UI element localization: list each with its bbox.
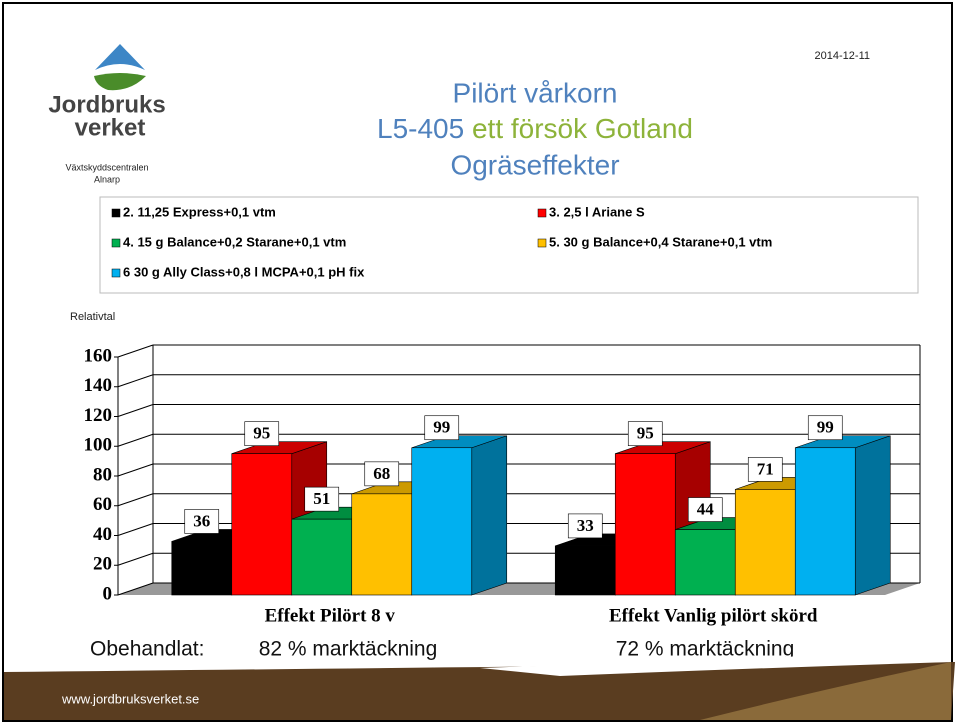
bar [172,541,232,595]
legend-swatch [112,269,120,277]
bar [735,489,795,595]
legend-label: 4. 15 g Balance+0,2 Starane+0,1 vtm [123,234,346,249]
bar [412,448,472,595]
legend-swatch [112,209,120,217]
value-label: 44 [697,499,715,518]
date: 2014-12-11 [815,50,870,62]
y-tick-label: 100 [84,435,113,456]
bar [675,530,735,595]
legend-label: 2. 11,25 Express+0,1 vtm [123,204,276,219]
bar-side [472,436,507,595]
legend-label: 6 30 g Ally Class+0,8 l MCPA+0,1 pH fix [123,264,365,279]
x-tick-label: Effekt Vanlig pilört skörd [609,605,818,626]
slide: Jordbruks verket Växtskyddscentralen Aln… [0,0,955,724]
y-tick-label: 60 [93,494,112,515]
note: 72 % marktäckning [616,638,795,661]
value-label: 36 [193,511,210,530]
bar [795,448,855,595]
value-label: 51 [313,489,330,508]
y-tick-label: 140 [84,375,113,396]
y-tick-label: 40 [93,524,112,545]
bar [232,454,292,595]
value-label: 99 [433,418,450,437]
y-axis-label: Relativtal [70,311,115,323]
org-text: Växtskyddscentralen [65,162,148,172]
legend-label: 5. 30 g Balance+0,4 Starane+0,1 vtm [549,234,772,249]
y-tick-label: 80 [93,464,112,485]
legend-swatch [538,239,546,247]
title: Ogräseffekter [450,149,619,180]
bar [615,454,675,595]
logo-text: verket [75,114,146,141]
y-tick-label: 0 [103,583,113,604]
title: Pilört vårkorn [453,77,618,108]
value-label: 68 [373,464,390,483]
value-label: 95 [253,424,270,443]
y-tick-label: 160 [84,345,113,366]
note: 82 % marktäckning [259,638,438,661]
value-label: 33 [577,516,594,535]
bar [292,519,352,595]
title: L5-405 ett försök Gotland [377,113,693,144]
value-label: 99 [817,418,834,437]
bar-side [855,436,890,595]
x-tick-label: Effekt Pilört 8 v [265,605,396,626]
footer-url[interactable]: www.jordbruksverket.se [61,691,199,706]
y-tick-label: 20 [93,554,112,575]
y-tick-label: 120 [84,405,113,426]
value-label: 71 [757,459,774,478]
note-label: Obehandlat: [90,638,204,661]
legend-swatch [538,209,546,217]
org-text: Alnarp [94,174,120,184]
value-label: 95 [637,424,654,443]
bar [555,546,615,595]
title-part: ett försök Gotland [472,113,693,144]
legend-label: 3. 2,5 l Ariane S [549,204,645,219]
title-part: L5-405 [377,113,464,144]
legend-swatch [112,239,120,247]
bar [352,494,412,595]
